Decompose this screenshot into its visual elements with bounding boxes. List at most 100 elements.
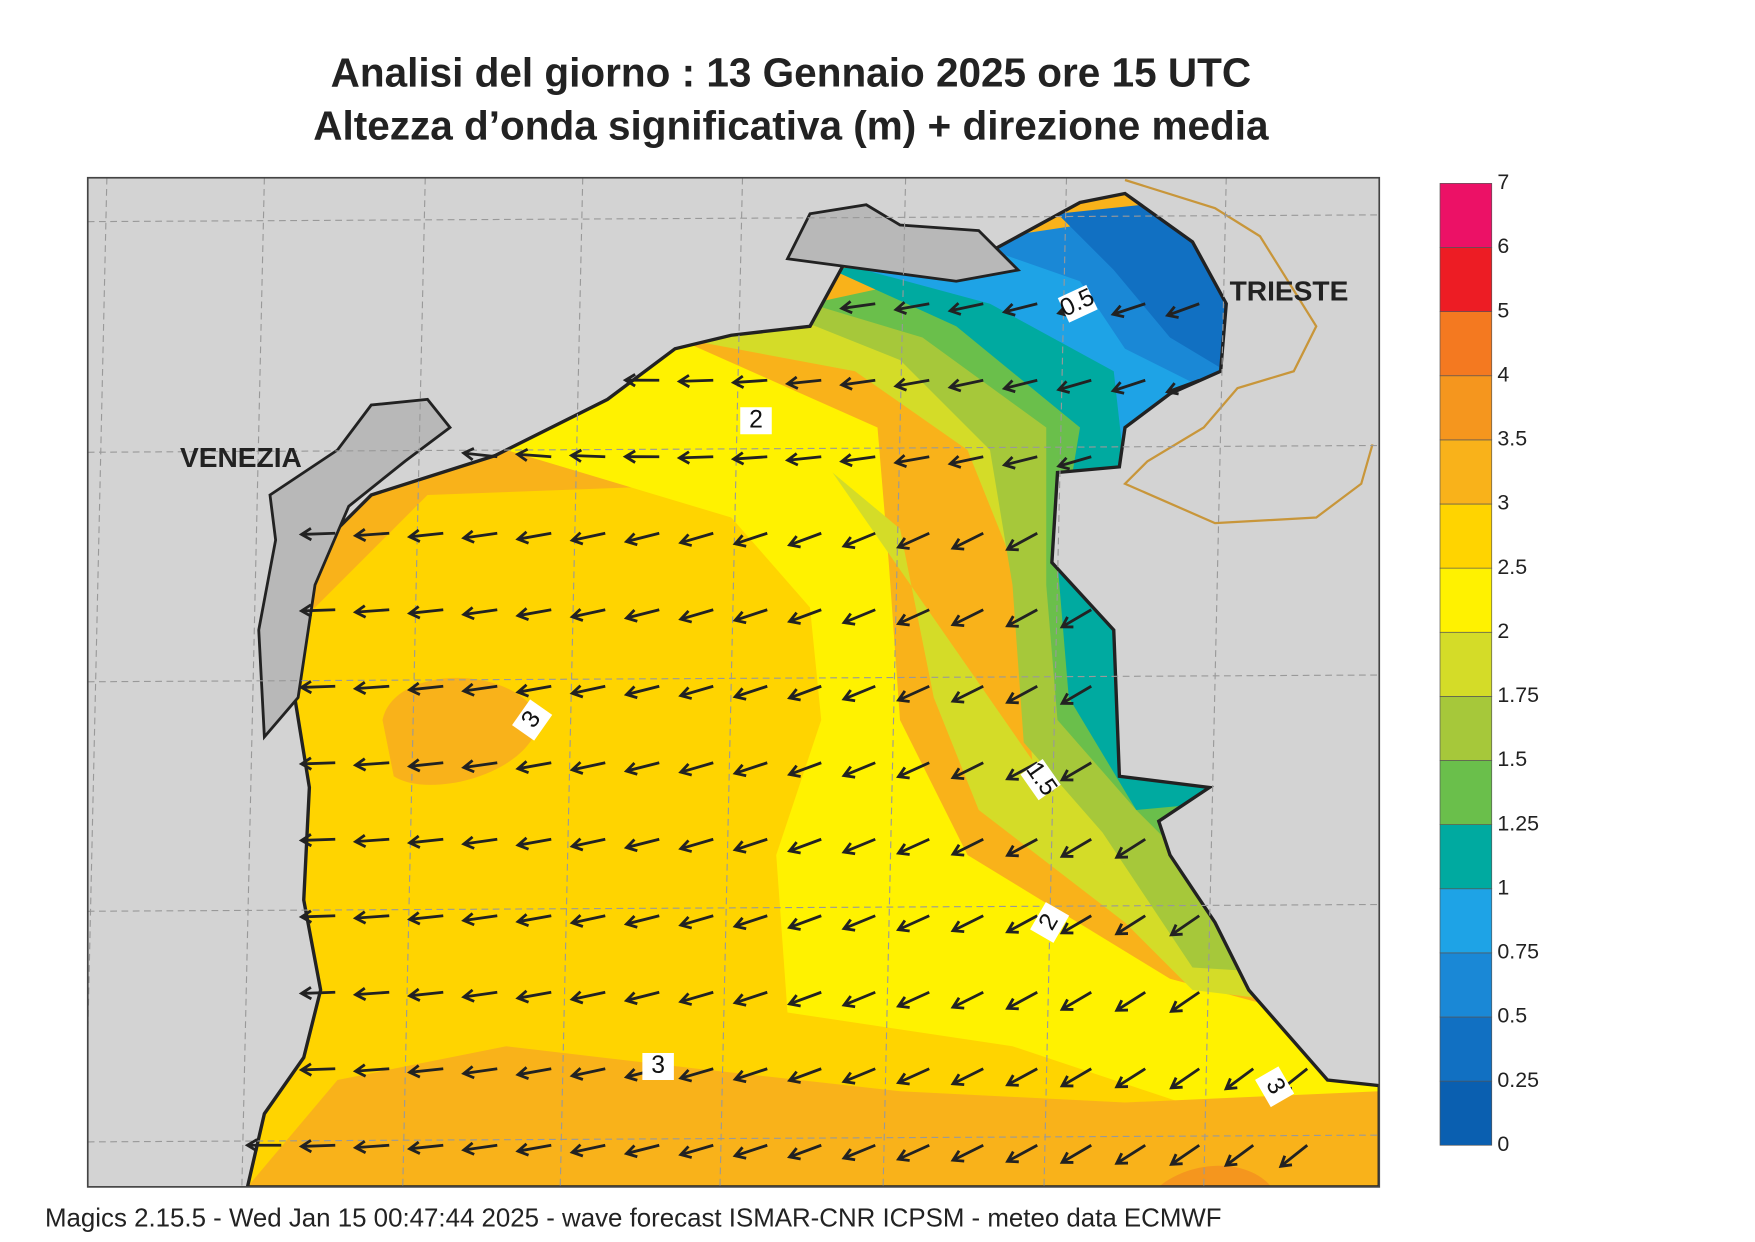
- colorbar-label: 0.75: [1497, 940, 1539, 964]
- direction-arrow: [1278, 1144, 1309, 1168]
- direction-arrow: [569, 837, 606, 852]
- direction-arrow: [1223, 1144, 1255, 1167]
- direction-arrow: [730, 451, 768, 466]
- colorbar-label: 0: [1497, 1132, 1509, 1156]
- direction-arrow: [406, 605, 444, 620]
- direction-arrow: [1110, 378, 1146, 395]
- colorbar-band: [1439, 760, 1493, 825]
- parallel: [87, 444, 1380, 453]
- contour-label-bg: [1020, 758, 1061, 801]
- direction-arrow: [787, 684, 822, 702]
- direction-arrow: [678, 837, 714, 853]
- direction-arrow: [678, 990, 714, 1006]
- direction-arrow: [678, 608, 714, 624]
- direction-arrow: [622, 449, 660, 464]
- direction-arrow: [1169, 1067, 1201, 1090]
- direction-arrow: [461, 759, 498, 774]
- direction-arrow: [406, 911, 444, 926]
- direction-arrow: [352, 528, 390, 542]
- colorbar-band: [1439, 1016, 1493, 1082]
- direction-arrow: [406, 1140, 444, 1155]
- direction-arrow: [406, 528, 444, 543]
- direction-arrow: [569, 761, 606, 775]
- direction-arrow: [515, 683, 552, 698]
- direction-arrow: [622, 373, 660, 388]
- direction-arrow: [1110, 302, 1146, 319]
- colorbar-label: 1.25: [1497, 811, 1539, 835]
- colorbar-label: 1.75: [1497, 683, 1539, 707]
- direction-arrow: [896, 684, 930, 703]
- direction-arrow: [352, 604, 390, 619]
- direction-arrow: [569, 608, 606, 622]
- direction-arrow: [298, 1062, 336, 1077]
- direction-arrow: [1001, 455, 1038, 470]
- colorbar-label: 6: [1497, 234, 1509, 258]
- direction-arrow: [1059, 914, 1092, 935]
- colorbar-band: [1439, 439, 1493, 505]
- colorbar-band: [1439, 824, 1493, 890]
- direction-arrow: [1169, 991, 1201, 1013]
- direction-arrow: [298, 909, 336, 924]
- colorbar-label: 5: [1497, 298, 1509, 322]
- graticule: [87, 177, 1380, 1187]
- direction-arrow: [515, 1066, 552, 1081]
- direction-arrow: [244, 1138, 282, 1153]
- direction-arrow: [352, 910, 390, 925]
- direction-arrow: [678, 761, 714, 777]
- direction-arrow: [1164, 302, 1200, 319]
- direction-arrow: [947, 378, 984, 393]
- direction-arrow: [841, 990, 876, 1009]
- subtitle: Altezza d’onda significativa (m) + direz…: [313, 103, 1269, 149]
- direction-arrow: [732, 531, 768, 548]
- direction-arrow: [1005, 761, 1038, 781]
- colorbar-band: [1439, 567, 1493, 633]
- direction-arrow: [352, 1140, 390, 1154]
- colorbar-band: [1439, 183, 1493, 248]
- direction-arrow: [1114, 991, 1147, 1012]
- direction-arrow: [1005, 991, 1038, 1011]
- colorbar: 0 0.25 0.5 0.75 1 1.25 1.5 1.75 2 2.5 3 3.5 4 5 6 7: [1439, 170, 1539, 1156]
- direction-arrow: [515, 760, 552, 775]
- direction-arrow: [298, 1139, 336, 1154]
- direction-arrow: [784, 452, 822, 467]
- direction-arrow: [460, 447, 498, 462]
- direction-arrow: [569, 1067, 606, 1081]
- direction-arrow: [623, 684, 660, 700]
- direction-arrow: [1114, 1144, 1147, 1165]
- colorbar-label: 2: [1497, 619, 1509, 643]
- map-frame: [86, 176, 1381, 1188]
- direction-arrow: [1005, 1067, 1038, 1087]
- direction-arrow: [1005, 914, 1038, 934]
- direction-arrow: [569, 684, 606, 699]
- direction-arrow: [569, 531, 606, 546]
- direction-arrow: [732, 1067, 768, 1084]
- direction-arrow: [352, 987, 390, 1001]
- contour-label-bg: [740, 407, 772, 435]
- direction-arrow: [950, 837, 984, 857]
- colorbar-label: 1.5: [1497, 747, 1527, 771]
- direction-arrow: [787, 1143, 822, 1161]
- direction-arrow: [569, 1143, 606, 1158]
- border: [1123, 178, 1374, 525]
- direction-arrow: [893, 377, 930, 392]
- contour-label-bg: [1057, 284, 1098, 323]
- direction-arrow: [896, 990, 930, 1009]
- direction-arrow: [1059, 991, 1092, 1011]
- direction-arrow: [1056, 378, 1092, 394]
- place-label: TRIESTE: [1230, 275, 1349, 306]
- place-label: VENEZIA: [180, 442, 302, 473]
- direction-arrow: [950, 914, 984, 934]
- direction-arrow: [732, 990, 768, 1007]
- direction-arrow: [406, 681, 444, 696]
- colorbar-label: 0.5: [1497, 1004, 1527, 1028]
- direction-arrow: [461, 1065, 498, 1080]
- direction-arrow: [678, 531, 714, 547]
- direction-arrow: [896, 837, 930, 856]
- direction-arrow: [896, 761, 930, 780]
- direction-arrow: [514, 447, 552, 462]
- direction-arrow: [1059, 1144, 1092, 1164]
- direction-arrow: [568, 448, 606, 463]
- direction-arrow: [1114, 1067, 1147, 1089]
